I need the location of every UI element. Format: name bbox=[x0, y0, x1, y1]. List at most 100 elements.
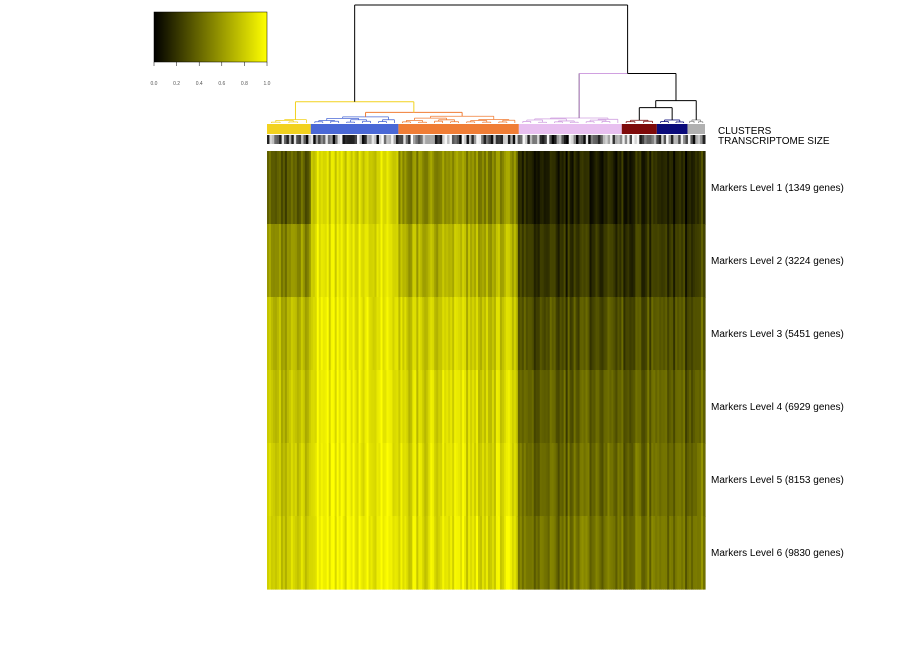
heatmap-cell bbox=[470, 151, 473, 225]
heatmap-cell bbox=[533, 297, 537, 371]
heatmap-cell bbox=[426, 516, 429, 590]
heatmap-cell bbox=[535, 151, 539, 225]
heatmap-cell bbox=[649, 516, 652, 590]
transcriptome-size-cell bbox=[568, 135, 572, 144]
heatmap-cell bbox=[398, 443, 401, 517]
heatmap-cell bbox=[625, 224, 628, 298]
heatmap-cell bbox=[328, 297, 332, 371]
heatmap-cell bbox=[691, 224, 694, 298]
heatmap-cell bbox=[456, 297, 459, 371]
heatmap-cell bbox=[388, 516, 392, 590]
transcriptome-size-cell bbox=[580, 135, 584, 144]
heatmap-cell bbox=[466, 370, 469, 444]
heatmap-cell bbox=[267, 443, 270, 517]
heatmap-cell bbox=[563, 297, 567, 371]
heatmap-cell bbox=[267, 224, 270, 298]
transcriptome-size-cell bbox=[661, 135, 665, 144]
heatmap-cell bbox=[340, 516, 344, 590]
heatmap-cell bbox=[493, 224, 497, 298]
heatmap-cell bbox=[627, 151, 630, 225]
heatmap-cell bbox=[623, 297, 626, 371]
heatmap-cell bbox=[571, 151, 575, 225]
heatmap-cell bbox=[424, 516, 427, 590]
heatmap-cell bbox=[583, 516, 587, 590]
heatmap-cell bbox=[348, 443, 352, 517]
transcriptome-size-cell bbox=[425, 135, 429, 144]
heatmap-cell bbox=[398, 224, 401, 298]
heatmap-cell bbox=[378, 151, 382, 225]
heatmap-cell bbox=[689, 370, 692, 444]
heatmap-cell bbox=[589, 516, 593, 590]
heatmap-cell bbox=[641, 443, 644, 517]
heatmap-cell bbox=[374, 516, 378, 590]
heatmap-cell bbox=[585, 370, 589, 444]
heatmap-cell bbox=[587, 297, 591, 371]
heatmap-cell bbox=[404, 151, 407, 225]
heatmap-cell bbox=[420, 516, 423, 590]
heatmap-cell bbox=[515, 297, 519, 371]
heatmap-cell bbox=[360, 297, 364, 371]
heatmap-cell bbox=[372, 151, 376, 225]
heatmap-cell bbox=[575, 370, 579, 444]
heatmap-cell bbox=[276, 151, 280, 225]
heatmap-cell bbox=[581, 224, 585, 298]
heatmap-cell bbox=[450, 443, 453, 517]
heatmap-cell bbox=[661, 443, 664, 517]
heatmap-cell bbox=[565, 151, 569, 225]
heatmap-cell bbox=[581, 516, 585, 590]
heatmap-cell bbox=[659, 224, 662, 298]
heatmap-cell bbox=[342, 370, 346, 444]
heatmap-cell bbox=[697, 151, 700, 225]
heatmap-cell bbox=[493, 443, 497, 517]
heatmap-cell bbox=[703, 224, 706, 298]
heatmap-cell bbox=[390, 370, 394, 444]
heatmap-cell bbox=[324, 297, 328, 371]
heatmap-cell bbox=[573, 370, 577, 444]
row-label-level-1: Markers Level 1 (1349 genes) bbox=[711, 183, 844, 194]
transcriptome-size-cell bbox=[520, 135, 523, 144]
transcriptome-size-cell bbox=[444, 135, 448, 144]
heatmap-cell bbox=[274, 224, 278, 298]
heatmap-cell bbox=[697, 443, 700, 517]
heatmap-cell bbox=[525, 224, 529, 298]
heatmap-cell bbox=[364, 370, 368, 444]
heatmap-cell bbox=[675, 297, 678, 371]
heatmap-cell bbox=[497, 151, 501, 225]
heatmap-cell bbox=[513, 370, 517, 444]
heatmap-cell bbox=[294, 151, 298, 225]
heatmap-cell bbox=[699, 224, 702, 298]
transcriptome-size-cell bbox=[381, 135, 385, 144]
heatmap-cell bbox=[454, 224, 457, 298]
transcriptome-size-cell bbox=[500, 135, 504, 144]
transcriptome-size-cell bbox=[561, 135, 565, 144]
heatmap-cell bbox=[484, 516, 487, 590]
heatmap-cell bbox=[669, 297, 672, 371]
heatmap-cell bbox=[432, 297, 435, 371]
heatmap-cell bbox=[701, 151, 704, 225]
heatmap-cell bbox=[414, 224, 417, 298]
heatmap-cell bbox=[302, 443, 306, 517]
heatmap-cell bbox=[396, 224, 399, 298]
heatmap-cell bbox=[356, 443, 360, 517]
heatmap-cell bbox=[515, 516, 519, 590]
heatmap-cell bbox=[348, 224, 352, 298]
heatmap-cell bbox=[376, 151, 380, 225]
transcriptome-size-cell bbox=[420, 135, 424, 144]
heatmap-cell bbox=[388, 297, 392, 371]
transcriptome-size-cell bbox=[305, 135, 309, 144]
heatmap-cell bbox=[513, 151, 517, 225]
transcriptome-size-cell bbox=[430, 135, 433, 144]
heatmap-cell bbox=[563, 151, 567, 225]
heatmap-cell bbox=[609, 151, 613, 225]
heatmap-cell bbox=[436, 370, 439, 444]
heatmap-cell bbox=[651, 443, 654, 517]
heatmap-cell bbox=[511, 370, 515, 444]
heatmap-cell bbox=[436, 224, 439, 298]
heatmap-cell bbox=[567, 443, 571, 517]
column-dendrogram bbox=[270, 4, 704, 123]
heatmap-cell bbox=[703, 370, 706, 444]
heatmap-cell bbox=[312, 297, 316, 371]
heatmap-cell bbox=[350, 224, 354, 298]
heatmap-cell bbox=[513, 516, 517, 590]
heatmap-cell bbox=[474, 370, 477, 444]
